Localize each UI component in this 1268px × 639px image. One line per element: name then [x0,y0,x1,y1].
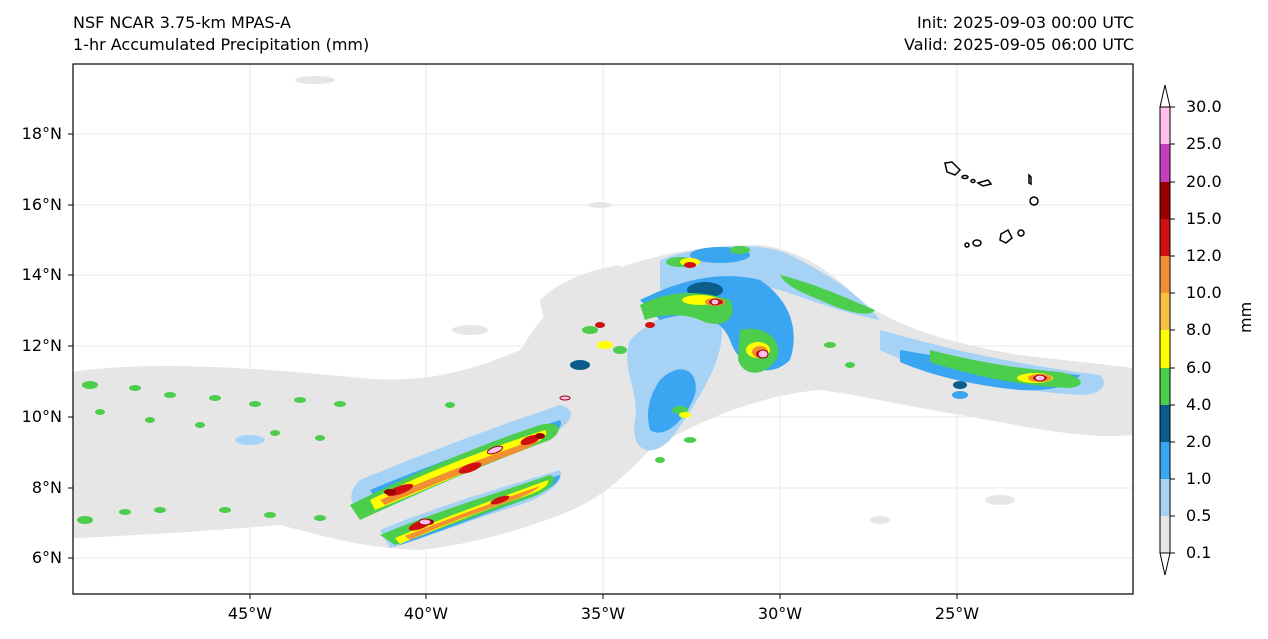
colorbar-band [1160,219,1170,256]
colorbar-units: mm [1236,301,1255,333]
lat-label: 16°N [21,195,62,214]
lon-label: 40°W [403,604,449,623]
colorbar-label: 0.5 [1186,506,1212,525]
lat-label: 12°N [21,336,62,355]
colorbar-label: 10.0 [1186,283,1222,302]
lon-label: 30°W [757,604,803,623]
colorbar-ticks [1170,106,1175,554]
colorbar-band [1160,442,1170,479]
field-name: 1-hr Accumulated Precipitation (mm) [73,35,370,54]
colorbar-band [1160,330,1170,368]
cape-verde-coastline [944,161,1039,248]
colorbar-label: 2.0 [1186,432,1212,451]
init-time: Init: 2025-09-03 00:00 UTC [916,13,1134,32]
lon-label: 25°W [934,604,980,623]
colorbar-label: 6.0 [1186,358,1212,377]
model-name: NSF NCAR 3.75-km MPAS-A [73,13,291,32]
colorbar [1159,84,1175,576]
axis-ticks [68,133,958,599]
colorbar-band [1160,107,1170,144]
light-precip-areas [73,76,1133,550]
valid-time: Valid: 2025-09-05 06:00 UTC [903,35,1134,54]
lon-label: 35°W [580,604,626,623]
colorbar-label: 12.0 [1186,246,1222,265]
lat-label: 18°N [21,124,62,143]
colorbar-label: 25.0 [1186,134,1222,153]
chart-title-right: Init: 2025-09-03 00:00 UTC Valid: 2025-0… [904,12,1134,56]
lat-label: 14°N [21,265,62,284]
colorbar-band [1160,368,1170,405]
colorbar-band [1160,405,1170,442]
colorbar-band [1160,182,1170,219]
colorbar-band [1160,256,1170,293]
colorbar-band [1160,144,1170,182]
colorbar-band [1160,516,1170,553]
precip-30-cells [418,298,1046,526]
colorbar-label: 30.0 [1186,97,1222,116]
colorbar-label: 8.0 [1186,320,1212,339]
colorbar-extend-top [1159,84,1171,108]
lat-label: 8°N [31,478,62,497]
chart-title-left: NSF NCAR 3.75-km MPAS-A 1-hr Accumulated… [73,12,369,56]
colorbar-label: 0.1 [1186,543,1212,562]
colorbar-band [1160,293,1170,330]
colorbar-band [1160,479,1170,516]
colorbar-label: 20.0 [1186,172,1222,191]
precip-field [73,64,1133,594]
colorbar-label: 1.0 [1186,469,1212,488]
lat-label: 10°N [21,407,62,426]
colorbar-label: 4.0 [1186,395,1212,414]
lon-label: 45°W [227,604,273,623]
colorbar-label: 15.0 [1186,209,1222,228]
colorbar-extend-bottom [1159,552,1171,576]
lat-label: 6°N [31,548,62,567]
